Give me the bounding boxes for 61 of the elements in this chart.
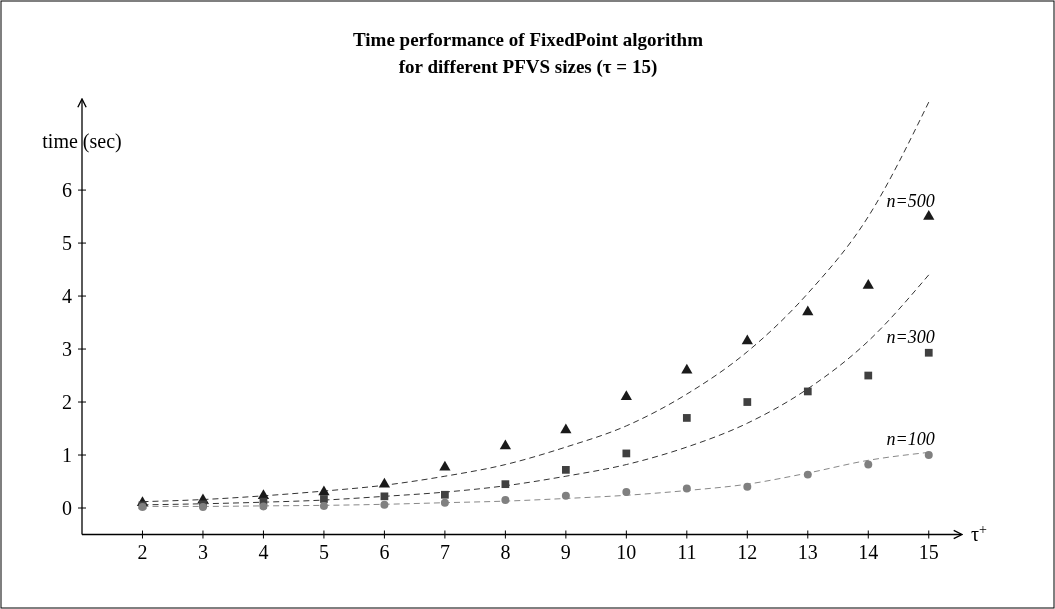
x-tick-label: 5	[318, 540, 329, 563]
point	[924, 348, 933, 357]
point	[681, 363, 693, 374]
chart-title: Time performance of FixedPoint algorithm for different PFVS sizes (τ = 15)	[352, 29, 704, 78]
x-tick-label: 9	[560, 540, 571, 563]
point	[440, 498, 449, 507]
point	[862, 278, 874, 289]
point	[380, 492, 389, 501]
y-tick-label: 1	[62, 444, 72, 467]
x-tick-label: 7	[439, 540, 450, 563]
x-tick-label: 10	[616, 540, 637, 563]
point	[743, 482, 752, 491]
series-label: n=500	[886, 190, 935, 211]
y-tick-label: 5	[62, 232, 72, 255]
point	[318, 485, 330, 496]
point	[864, 460, 873, 469]
y-tick-label: 6	[62, 179, 72, 202]
point	[560, 423, 572, 434]
point	[803, 387, 812, 396]
point	[620, 390, 632, 400]
point	[561, 465, 570, 474]
y-tick-label: 3	[62, 338, 72, 361]
point	[499, 439, 512, 450]
x-tick-label: 6	[379, 540, 390, 563]
point	[622, 449, 631, 458]
x-tick-label: 3	[197, 540, 208, 563]
point	[561, 491, 570, 500]
point	[439, 460, 451, 471]
x-tick-label: 8	[500, 540, 511, 563]
x-tick-label: 11	[677, 540, 697, 563]
x-tick-label: 13	[797, 540, 818, 563]
series-label: n=100	[886, 429, 935, 450]
point	[501, 496, 510, 505]
point	[802, 305, 814, 316]
point	[803, 470, 812, 479]
y-axis-title: time (sec)	[42, 130, 122, 153]
point	[682, 484, 691, 493]
point	[380, 500, 389, 509]
x-tick-label: 2	[137, 540, 148, 563]
series-label: n=300	[886, 326, 935, 347]
point	[320, 495, 328, 503]
x-tick-label: 15	[918, 540, 939, 563]
x-axis-title: τ$^{+}$	[971, 521, 988, 545]
point	[259, 502, 268, 511]
x-tick-label: 12	[737, 540, 758, 563]
y-tick-label: 0	[62, 497, 72, 520]
point	[743, 398, 752, 406]
point	[622, 488, 631, 497]
point	[441, 490, 449, 499]
point	[501, 480, 510, 489]
point	[923, 210, 935, 220]
y-tick-label: 2	[62, 391, 72, 414]
point	[924, 451, 933, 459]
point	[378, 477, 391, 488]
point	[864, 371, 873, 380]
x-tick-label: 14	[858, 540, 879, 563]
x-tick-label: 4	[258, 540, 269, 563]
point	[319, 501, 328, 510]
y-tick-label: 4	[62, 285, 72, 308]
point	[682, 414, 691, 422]
point	[741, 334, 753, 345]
